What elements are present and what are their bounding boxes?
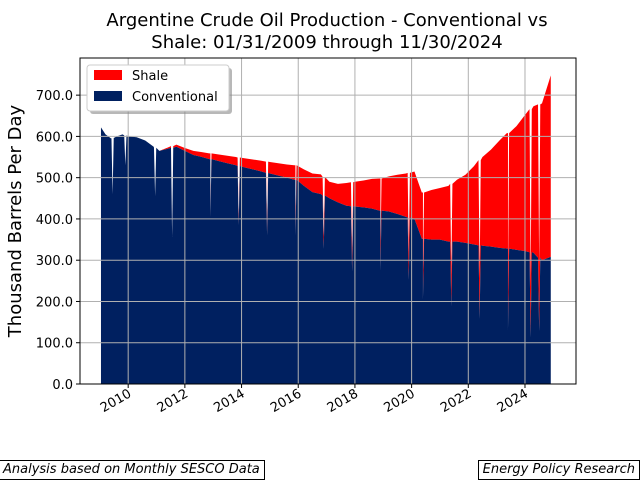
legend-label-conventional: Conventional: [132, 90, 218, 105]
x-tick-label: 2018: [325, 386, 361, 416]
y-tick-label: 100.0: [36, 337, 73, 352]
plot-frame: [79, 57, 577, 385]
x-tick-label: 2010: [98, 386, 134, 416]
y-tick-label: 0.0: [52, 378, 73, 393]
y-tick-label: 500.0: [36, 172, 73, 187]
legend-swatch-shale: [94, 70, 122, 80]
x-axis-ticks: 2010 2012 2014 2016 2018 2020 2022 2024: [98, 384, 531, 416]
area-shale: [100, 75, 551, 338]
x-tick-label: 2020: [381, 386, 417, 416]
x-tick-label: 2014: [211, 386, 247, 416]
legend-box: [86, 64, 230, 112]
stacked-areas: [100, 75, 551, 384]
chart-title-line-1: Argentine Crude Oil Production - Convent…: [106, 10, 547, 31]
legend-label-shale: Shale: [132, 69, 168, 84]
chart-title-line-2: Shale: 01/31/2009 through 11/30/2024: [151, 32, 502, 53]
x-tick-label: 2012: [155, 386, 191, 416]
y-tick-label: 400.0: [36, 213, 73, 228]
area-conventional: [100, 127, 551, 384]
x-tick-label: 2016: [268, 386, 304, 416]
chart-title: Argentine Crude Oil Production - Convent…: [106, 10, 547, 53]
y-tick-label: 600.0: [36, 130, 73, 145]
y-axis-ticks: 0.0 100.0 200.0 300.0 400.0 500.0 600.0 700.0: [36, 89, 80, 393]
legend: Shale Conventional: [86, 64, 232, 114]
footer-attribution: Energy Policy Research: [477, 460, 640, 480]
x-tick-label: 2024: [495, 386, 531, 416]
y-tick-label: 200.0: [36, 295, 73, 310]
y-tick-label: 700.0: [36, 89, 73, 104]
footer-source-note: Analysis based on Monthly SESCO Data: [0, 460, 265, 480]
x-tick-label: 2022: [438, 386, 474, 416]
y-axis-label: Thousand Barrels Per Day: [5, 104, 26, 338]
legend-swatch-conventional: [94, 91, 122, 101]
y-tick-label: 300.0: [36, 254, 73, 269]
